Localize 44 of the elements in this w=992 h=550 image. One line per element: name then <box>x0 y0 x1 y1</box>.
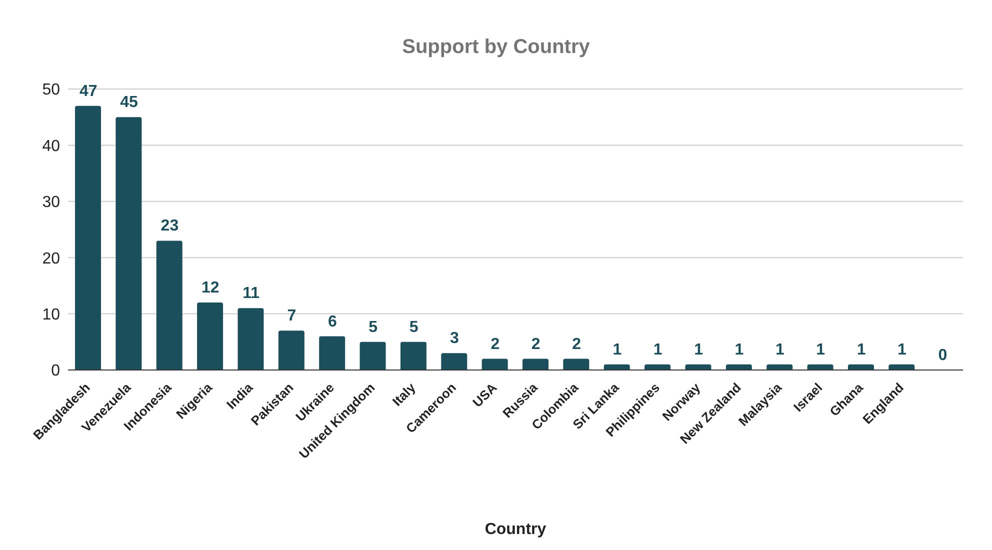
x-tick-label: USA <box>470 380 500 410</box>
x-axis-title: Country <box>484 521 546 538</box>
data-label: 1 <box>856 341 866 358</box>
bar <box>360 342 386 370</box>
y-tick-label: 30 <box>42 194 60 212</box>
data-label: 1 <box>775 341 784 358</box>
bar <box>278 330 304 370</box>
bar <box>238 308 264 370</box>
y-tick-label: 0 <box>51 362 60 380</box>
chart-title: Support by Country <box>401 36 591 59</box>
data-label: 45 <box>120 94 138 112</box>
data-label: 1 <box>612 341 622 358</box>
data-label: 3 <box>450 330 460 348</box>
data-label: 6 <box>328 313 337 330</box>
bar <box>522 358 548 370</box>
bar <box>319 336 346 370</box>
data-label: 5 <box>368 318 378 336</box>
data-label: 1 <box>653 341 662 358</box>
bar <box>75 106 101 370</box>
bar <box>441 353 468 370</box>
bar <box>156 240 182 370</box>
data-label: 23 <box>160 218 179 235</box>
data-label: 2 <box>572 336 582 353</box>
data-label: 1 <box>898 341 907 358</box>
data-label: 11 <box>242 285 260 302</box>
data-label: 12 <box>201 280 220 297</box>
data-label: 2 <box>490 336 500 353</box>
bar <box>116 117 142 370</box>
data-label: 0 <box>938 347 948 364</box>
data-label: 7 <box>287 308 296 325</box>
bar <box>563 358 590 370</box>
bar <box>197 302 224 370</box>
data-label: 47 <box>79 82 98 100</box>
data-label: 1 <box>816 341 826 358</box>
data-label: 2 <box>531 336 540 353</box>
data-label: 1 <box>734 341 744 358</box>
data-label: 5 <box>409 318 418 336</box>
bar <box>482 358 508 370</box>
y-tick-label: 10 <box>42 306 60 324</box>
bar <box>400 342 426 370</box>
y-tick-label: 20 <box>42 250 60 268</box>
y-tick-label: 40 <box>42 138 60 155</box>
data-label: 1 <box>694 341 704 358</box>
y-tick-label: 50 <box>42 82 60 99</box>
